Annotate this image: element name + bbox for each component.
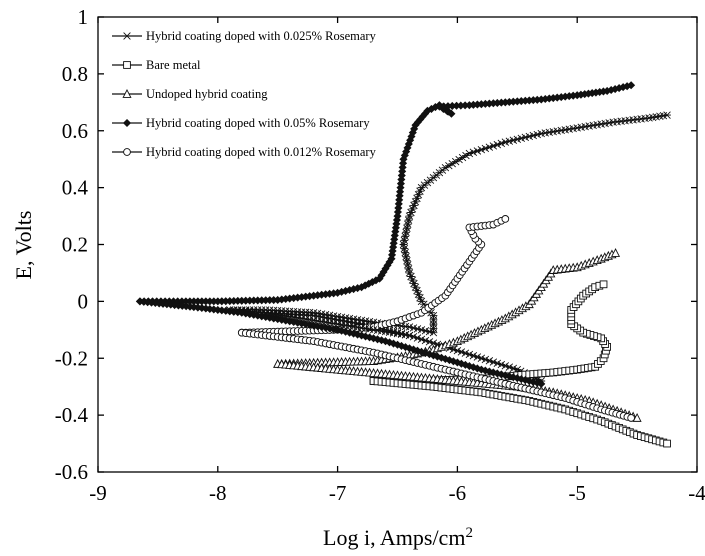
- data-point-star: [621, 117, 630, 125]
- series-diamond: [135, 297, 546, 388]
- x-tick-label: -4: [688, 481, 705, 505]
- data-point-diamond: [395, 191, 404, 200]
- y-tick-label: 0.6: [62, 119, 88, 143]
- data-point-star: [641, 114, 649, 123]
- y-tick-label: -0.6: [55, 460, 88, 484]
- data-point-star: [405, 331, 414, 340]
- data-point-square: [123, 61, 131, 69]
- data-point-star: [123, 32, 131, 40]
- plot-frame: [97, 16, 698, 473]
- y-tick-label: 0.2: [62, 233, 88, 257]
- data-point-star: [609, 118, 618, 126]
- data-point-diamond: [398, 167, 407, 176]
- data-point-star: [637, 115, 645, 123]
- data-point-diamond: [461, 360, 470, 369]
- data-point-diamond: [627, 81, 636, 90]
- data-point-star: [613, 118, 622, 126]
- data-point-diamond: [393, 207, 402, 217]
- data-point-diamond: [388, 250, 397, 259]
- legend-label: Hybrid coating doped with 0.025% Rosemar…: [146, 29, 377, 43]
- data-point-star: [625, 116, 634, 125]
- legend-item: Hybrid coating doped with 0.05% Rosemary: [112, 116, 370, 130]
- data-point-square: [663, 439, 671, 448]
- axis-ticks: -9 -8 -7 -6 -5 -4 -0.6 -0.4 -0.2 0 0.2 0.4 0.6 0.8 1: [55, 5, 705, 505]
- series-diamond: [135, 81, 636, 306]
- data-point-diamond: [391, 227, 400, 236]
- y-axis-label: E, Volts: [11, 211, 36, 280]
- data-point-diamond: [394, 199, 403, 208]
- legend-item: Hybrid coating doped with 0.012% Rosemar…: [112, 145, 377, 159]
- data-point-diamond: [399, 159, 408, 168]
- data-point-diamond: [393, 340, 402, 349]
- y-tick-label: -0.2: [55, 346, 88, 370]
- data-point-diamond: [394, 203, 403, 212]
- series-circle: [237, 328, 635, 422]
- data-point-star: [401, 322, 410, 331]
- legend: Hybrid coating doped with 0.025% Rosemar…: [112, 29, 377, 159]
- data-point-circle: [627, 414, 635, 422]
- legend-item: Undoped hybrid coating: [112, 87, 268, 101]
- data-point-diamond: [381, 337, 390, 346]
- data-point-star: [617, 117, 626, 125]
- x-axis-label: Log i, Amps/cm2: [323, 525, 473, 550]
- data-point-diamond: [395, 195, 404, 204]
- data-point-star: [633, 115, 641, 124]
- data-point-diamond: [398, 163, 407, 172]
- y-tick-label: 0.8: [62, 62, 88, 86]
- x-tick-label: -9: [89, 481, 107, 505]
- data-point-diamond: [390, 235, 399, 244]
- data-point-diamond: [122, 118, 132, 128]
- data-point-diamond: [413, 346, 422, 355]
- legend-item: Bare metal: [112, 58, 201, 72]
- data-point-triangle: [122, 89, 132, 98]
- data-point-triangle: [632, 412, 642, 422]
- data-point-diamond: [429, 351, 438, 360]
- series-star: [225, 306, 414, 340]
- legend-label: Bare metal: [146, 58, 201, 72]
- y-tick-label: 0: [78, 289, 89, 313]
- data-point-diamond: [397, 175, 406, 184]
- y-tick-label: 0.4: [62, 176, 89, 200]
- x-axis-label-main: Log i, Amps/cm: [323, 525, 465, 550]
- legend-label: Undoped hybrid coating: [146, 87, 268, 101]
- legend-item: Hybrid coating doped with 0.025% Rosemar…: [112, 29, 377, 43]
- x-tick-label: -6: [449, 481, 467, 505]
- data-point-diamond: [393, 212, 402, 221]
- y-tick-label: -0.4: [55, 403, 89, 427]
- data-point-circle: [501, 215, 510, 223]
- data-point-diamond: [465, 362, 474, 371]
- data-point-diamond: [396, 187, 405, 196]
- data-point-square: [599, 280, 608, 289]
- data-point-star: [663, 111, 671, 119]
- data-point-diamond: [397, 171, 406, 180]
- x-tick-label: -7: [329, 481, 347, 505]
- series-square: [369, 377, 671, 448]
- x-tick-label: -8: [209, 481, 227, 505]
- legend-label: Hybrid coating doped with 0.012% Rosemar…: [146, 145, 377, 159]
- series-layer: [135, 81, 671, 448]
- data-point-star: [629, 116, 638, 124]
- data-point-circle: [123, 148, 131, 156]
- legend-label: Hybrid coating doped with 0.05% Rosemary: [146, 116, 370, 130]
- data-point-diamond: [396, 183, 405, 192]
- data-point-diamond: [396, 179, 405, 188]
- data-point-diamond: [537, 379, 546, 388]
- y-tick-label: 1: [78, 5, 89, 29]
- data-point-triangle: [610, 248, 621, 257]
- x-tick-label: -5: [568, 481, 586, 505]
- x-axis-label-superscript: 2: [465, 525, 473, 541]
